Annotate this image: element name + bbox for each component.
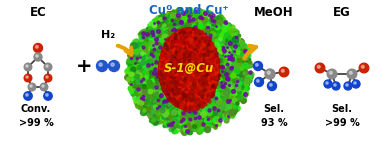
Circle shape bbox=[34, 53, 42, 61]
Circle shape bbox=[40, 83, 48, 91]
Text: +: + bbox=[76, 57, 92, 76]
Circle shape bbox=[46, 65, 48, 67]
Circle shape bbox=[329, 71, 332, 74]
Circle shape bbox=[326, 82, 328, 84]
Circle shape bbox=[34, 43, 42, 53]
Circle shape bbox=[26, 76, 28, 78]
Circle shape bbox=[42, 85, 44, 87]
Circle shape bbox=[108, 60, 119, 72]
Circle shape bbox=[44, 92, 52, 100]
Text: MeOH: MeOH bbox=[254, 6, 294, 19]
Circle shape bbox=[318, 65, 320, 68]
Text: Sel.
>99 %: Sel. >99 % bbox=[325, 104, 359, 128]
Circle shape bbox=[36, 46, 38, 48]
Circle shape bbox=[24, 63, 32, 71]
Circle shape bbox=[28, 83, 36, 91]
Circle shape bbox=[332, 82, 340, 90]
Circle shape bbox=[359, 63, 369, 73]
Circle shape bbox=[24, 74, 32, 82]
Circle shape bbox=[349, 71, 352, 74]
Circle shape bbox=[111, 63, 114, 66]
Circle shape bbox=[334, 84, 336, 86]
Circle shape bbox=[96, 60, 107, 72]
Circle shape bbox=[352, 80, 360, 88]
Circle shape bbox=[131, 13, 247, 129]
Circle shape bbox=[270, 83, 272, 86]
Circle shape bbox=[254, 61, 262, 70]
Circle shape bbox=[256, 63, 258, 66]
Text: EC: EC bbox=[29, 6, 46, 19]
Circle shape bbox=[254, 78, 263, 86]
Circle shape bbox=[30, 85, 32, 87]
Circle shape bbox=[257, 80, 259, 82]
Circle shape bbox=[344, 82, 352, 90]
Circle shape bbox=[281, 69, 284, 72]
Circle shape bbox=[265, 69, 275, 79]
Circle shape bbox=[44, 63, 52, 71]
Ellipse shape bbox=[158, 28, 220, 110]
Circle shape bbox=[26, 94, 28, 96]
Circle shape bbox=[354, 82, 356, 84]
Circle shape bbox=[46, 76, 48, 78]
Circle shape bbox=[26, 65, 28, 67]
Circle shape bbox=[327, 69, 337, 79]
Circle shape bbox=[347, 69, 357, 79]
Text: H₂: H₂ bbox=[101, 30, 115, 40]
Text: Cuº and Cu⁺: Cuº and Cu⁺ bbox=[149, 4, 229, 17]
Circle shape bbox=[346, 84, 348, 86]
Circle shape bbox=[315, 63, 325, 73]
Circle shape bbox=[267, 71, 270, 74]
Circle shape bbox=[46, 94, 48, 96]
Circle shape bbox=[279, 67, 289, 77]
Circle shape bbox=[36, 55, 38, 57]
Circle shape bbox=[268, 82, 276, 90]
Circle shape bbox=[24, 92, 32, 100]
Text: Conv.
>99 %: Conv. >99 % bbox=[19, 104, 53, 128]
Text: Sel.
93 %: Sel. 93 % bbox=[261, 104, 287, 128]
Circle shape bbox=[361, 65, 364, 68]
Text: EG: EG bbox=[333, 6, 351, 19]
Circle shape bbox=[44, 74, 52, 82]
Circle shape bbox=[324, 80, 332, 88]
Circle shape bbox=[99, 63, 102, 66]
Text: S-1@Cu: S-1@Cu bbox=[164, 62, 214, 76]
